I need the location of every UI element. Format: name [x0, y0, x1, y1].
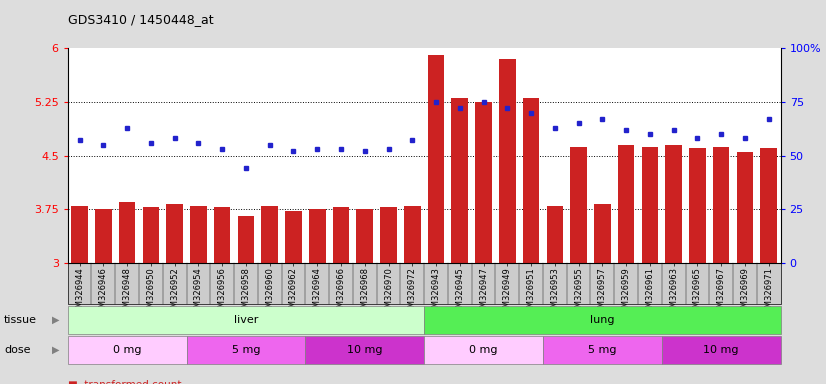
- Bar: [71, 206, 88, 263]
- Text: 10 mg: 10 mg: [704, 345, 739, 355]
- Bar: [357, 209, 373, 263]
- Text: GDS3410 / 1450448_at: GDS3410 / 1450448_at: [68, 13, 213, 26]
- Text: 0 mg: 0 mg: [113, 345, 141, 355]
- Bar: [238, 217, 254, 263]
- Bar: [475, 102, 491, 263]
- Text: 5 mg: 5 mg: [588, 345, 617, 355]
- Bar: [452, 98, 468, 263]
- Bar: [380, 207, 396, 263]
- Bar: [143, 207, 159, 263]
- Text: 10 mg: 10 mg: [347, 345, 382, 355]
- Bar: [404, 206, 420, 263]
- Text: 0 mg: 0 mg: [469, 345, 498, 355]
- Bar: [499, 59, 515, 263]
- Bar: [570, 147, 587, 263]
- Bar: [737, 152, 753, 263]
- Text: ▶: ▶: [51, 345, 59, 355]
- Bar: [689, 148, 705, 263]
- Bar: [665, 145, 682, 263]
- Bar: [523, 98, 539, 263]
- Bar: [285, 212, 301, 263]
- Bar: [119, 202, 135, 263]
- Bar: [618, 145, 634, 263]
- Bar: [547, 206, 563, 263]
- Text: ■  transformed count: ■ transformed count: [68, 380, 181, 384]
- Text: liver: liver: [234, 315, 259, 325]
- Bar: [190, 206, 206, 263]
- Bar: [309, 209, 325, 263]
- Bar: [166, 204, 183, 263]
- Bar: [333, 207, 349, 263]
- Text: tissue: tissue: [4, 315, 37, 325]
- Bar: [261, 206, 278, 263]
- Text: 5 mg: 5 mg: [231, 345, 260, 355]
- Bar: [214, 207, 230, 263]
- Bar: [95, 209, 112, 263]
- Text: ▶: ▶: [51, 315, 59, 325]
- Text: dose: dose: [4, 345, 31, 355]
- Bar: [428, 55, 444, 263]
- Bar: [761, 148, 777, 263]
- Bar: [594, 204, 610, 263]
- Bar: [713, 147, 729, 263]
- Text: lung: lung: [590, 315, 615, 325]
- Bar: [642, 147, 658, 263]
